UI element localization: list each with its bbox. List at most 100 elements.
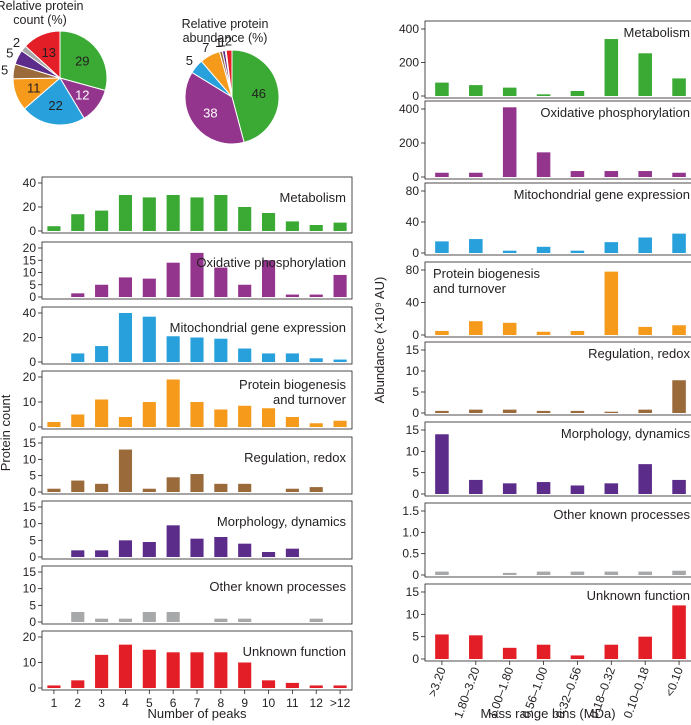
y-tick-label: 1.0 [402,525,419,539]
pie-slice-mitochondrial-gene-expression [23,77,85,126]
bar-metabolism-6 [166,195,180,231]
bar-protein-biogenesis-and-turnover-11 [285,417,299,427]
bar-metabolism-0-10-0-18 [638,53,652,96]
bar-oxidative-phosphorylation-0-10 [672,172,686,177]
y-tick-label: 400 [399,22,419,36]
abundance-histograms-panel-regulation-redox: 0 5 10 15 Regulation, redox [406,341,691,420]
bar-morphology-dynamics-0-56-1-00 [536,482,551,494]
y-tick-label: 10 [406,364,420,378]
bar-morphology-dynamics-0-10-0-18 [638,464,652,494]
bar-unknown-function-4 [118,644,133,688]
panel-frame [41,306,353,365]
bar-mitochondrial-gene-expression-4 [118,313,133,362]
y-tick-label: 10 [23,517,37,531]
bar-morphology-dynamics-1-80-3-20 [469,479,483,494]
pie-label-mitochondrial-gene-expression: 22 [48,98,62,113]
bar-other-known-processes-2 [71,612,85,622]
bar-morphology-dynamics-7 [190,538,204,557]
panel-frame [424,502,691,578]
pie-slice-metabolism [231,49,280,144]
bar-regulation-redox-11 [285,488,299,492]
bar-mitochondrial-gene-expression-12 [333,359,347,362]
panel-frame [424,341,691,416]
abundance-histograms-panel-unknown-function: 0 5 10 15 Unknown function [406,583,691,666]
bar-morphology-dynamics-4 [118,540,133,557]
bar-protein-biogenesis-and-turnover-0-56-1-00 [536,331,551,335]
bar-regulation-redox-1-00-1-80 [502,409,517,413]
bar-oxidative-phosphorylation-5 [142,278,156,298]
pie-label-unknown-function: 2 [225,34,232,49]
panel-title: and turnover [433,281,507,296]
bar-regulation-redox-6 [166,477,180,492]
y-tick-label: 15 [406,343,420,357]
bar-metabolism-12 [333,222,347,231]
bar-morphology-dynamics-1-00-1-80 [502,483,517,494]
bar-oxidative-phosphorylation-12 [333,274,347,297]
y-tick-label: 40 [23,306,37,320]
bar-regulation-redox-9 [238,483,252,492]
y-tick-label: 10 [23,266,37,280]
panel-frame [424,421,691,497]
abundance-histograms-panel-metabolism: 0 200 400 Metabolism [399,20,691,103]
bar-mitochondrial-gene-expression-5 [142,316,156,362]
y-tick-label: 15 [406,423,420,437]
bar-unknown-function-0-32-0-56 [570,655,585,659]
x-tick-label-0-10-0-18: 0.10–0.18 [621,665,653,720]
pie-slice-metabolism [59,30,108,92]
bar-mitochondrial-gene-expression-8 [214,338,228,362]
x-tick-label-3: 3 [98,696,105,710]
bar-protein-biogenesis-and-turnover-0-10-0-18 [638,326,652,336]
pie-slice-unknown-function [225,49,233,98]
bar-protein-biogenesis-and-turnover-8 [214,409,228,427]
pie-label-other-known-processes: 2 [13,35,20,50]
bar-regulation-redox-0-56-1-00 [536,410,551,413]
pie-label-oxidative-phosphorylation: 38 [203,106,217,121]
panel-title: Protein biogenesis [239,377,346,392]
bar-oxidative-phosphorylation-0-32-0-56 [570,171,585,177]
bar-oxidative-phosphorylation-3 [95,284,109,297]
bar-unknown-function-8 [214,652,228,688]
pie-label-regulation-redox: 5 [1,63,8,78]
bar-metabolism-3-20 [435,82,449,96]
bar-morphology-dynamics-5 [142,542,156,557]
y-tick-label: 15 [406,585,420,599]
bar-mitochondrial-gene-expression-10 [261,353,276,362]
y-tick-label: 0 [29,615,36,629]
count-histograms-panel-mitochondrial-gene-expression: 0 20 40 Mitochondrial gene expression [23,306,353,369]
bar-other-known-processes-0-32-0-56 [570,571,585,575]
bar-oxidative-phosphorylation-7 [190,252,204,297]
panel-title: Morphology, dynamics [217,514,347,529]
bar-oxidative-phosphorylation-0-10-0-18 [638,171,652,177]
y-tick-label: 40 [406,296,420,310]
panel-title: Oxidative phosphorylation [196,255,346,270]
bar-metabolism-10 [261,213,276,231]
y-tick-label: 5 [29,278,36,292]
y-tick-label: 10 [23,452,37,466]
pie-slice-unknown-function [24,30,61,80]
bar-unknown-function-0-56-1-00 [536,644,551,659]
bar-oxidative-phosphorylation-3-20 [435,172,449,177]
bar-mitochondrial-gene-expression-9 [238,348,252,362]
bar-other-known-processes-0-56-1-00 [536,571,551,575]
panel-frame [424,583,691,662]
bar-metabolism-1-80-3-20 [469,85,483,96]
bar-regulation-redox-3 [95,483,109,492]
bar-metabolism-8 [214,195,228,231]
bar-mitochondrial-gene-expression-7 [190,337,204,362]
bar-unknown-function-0-10 [672,605,686,659]
bar-mitochondrial-gene-expression-0-32-0-56 [570,250,585,253]
bar-other-known-processes-12 [309,618,323,622]
panel-title: Regulation, redox [244,450,346,465]
bar-other-known-processes-0-10-0-18 [638,571,652,575]
panel-title: Regulation, redox [588,346,690,361]
bar-protein-biogenesis-and-turnover-12 [309,423,323,427]
bar-regulation-redox-0-10 [672,380,686,413]
pie-slice-oxidative-phosphorylation [184,71,245,145]
bar-metabolism-0-18-0-32 [604,39,619,96]
bar-protein-biogenesis-and-turnover-1-00-1-80 [502,322,517,335]
bar-unknown-function-2 [71,680,85,688]
pie-label-protein-biogenesis-and-turnover: 11 [27,81,41,96]
